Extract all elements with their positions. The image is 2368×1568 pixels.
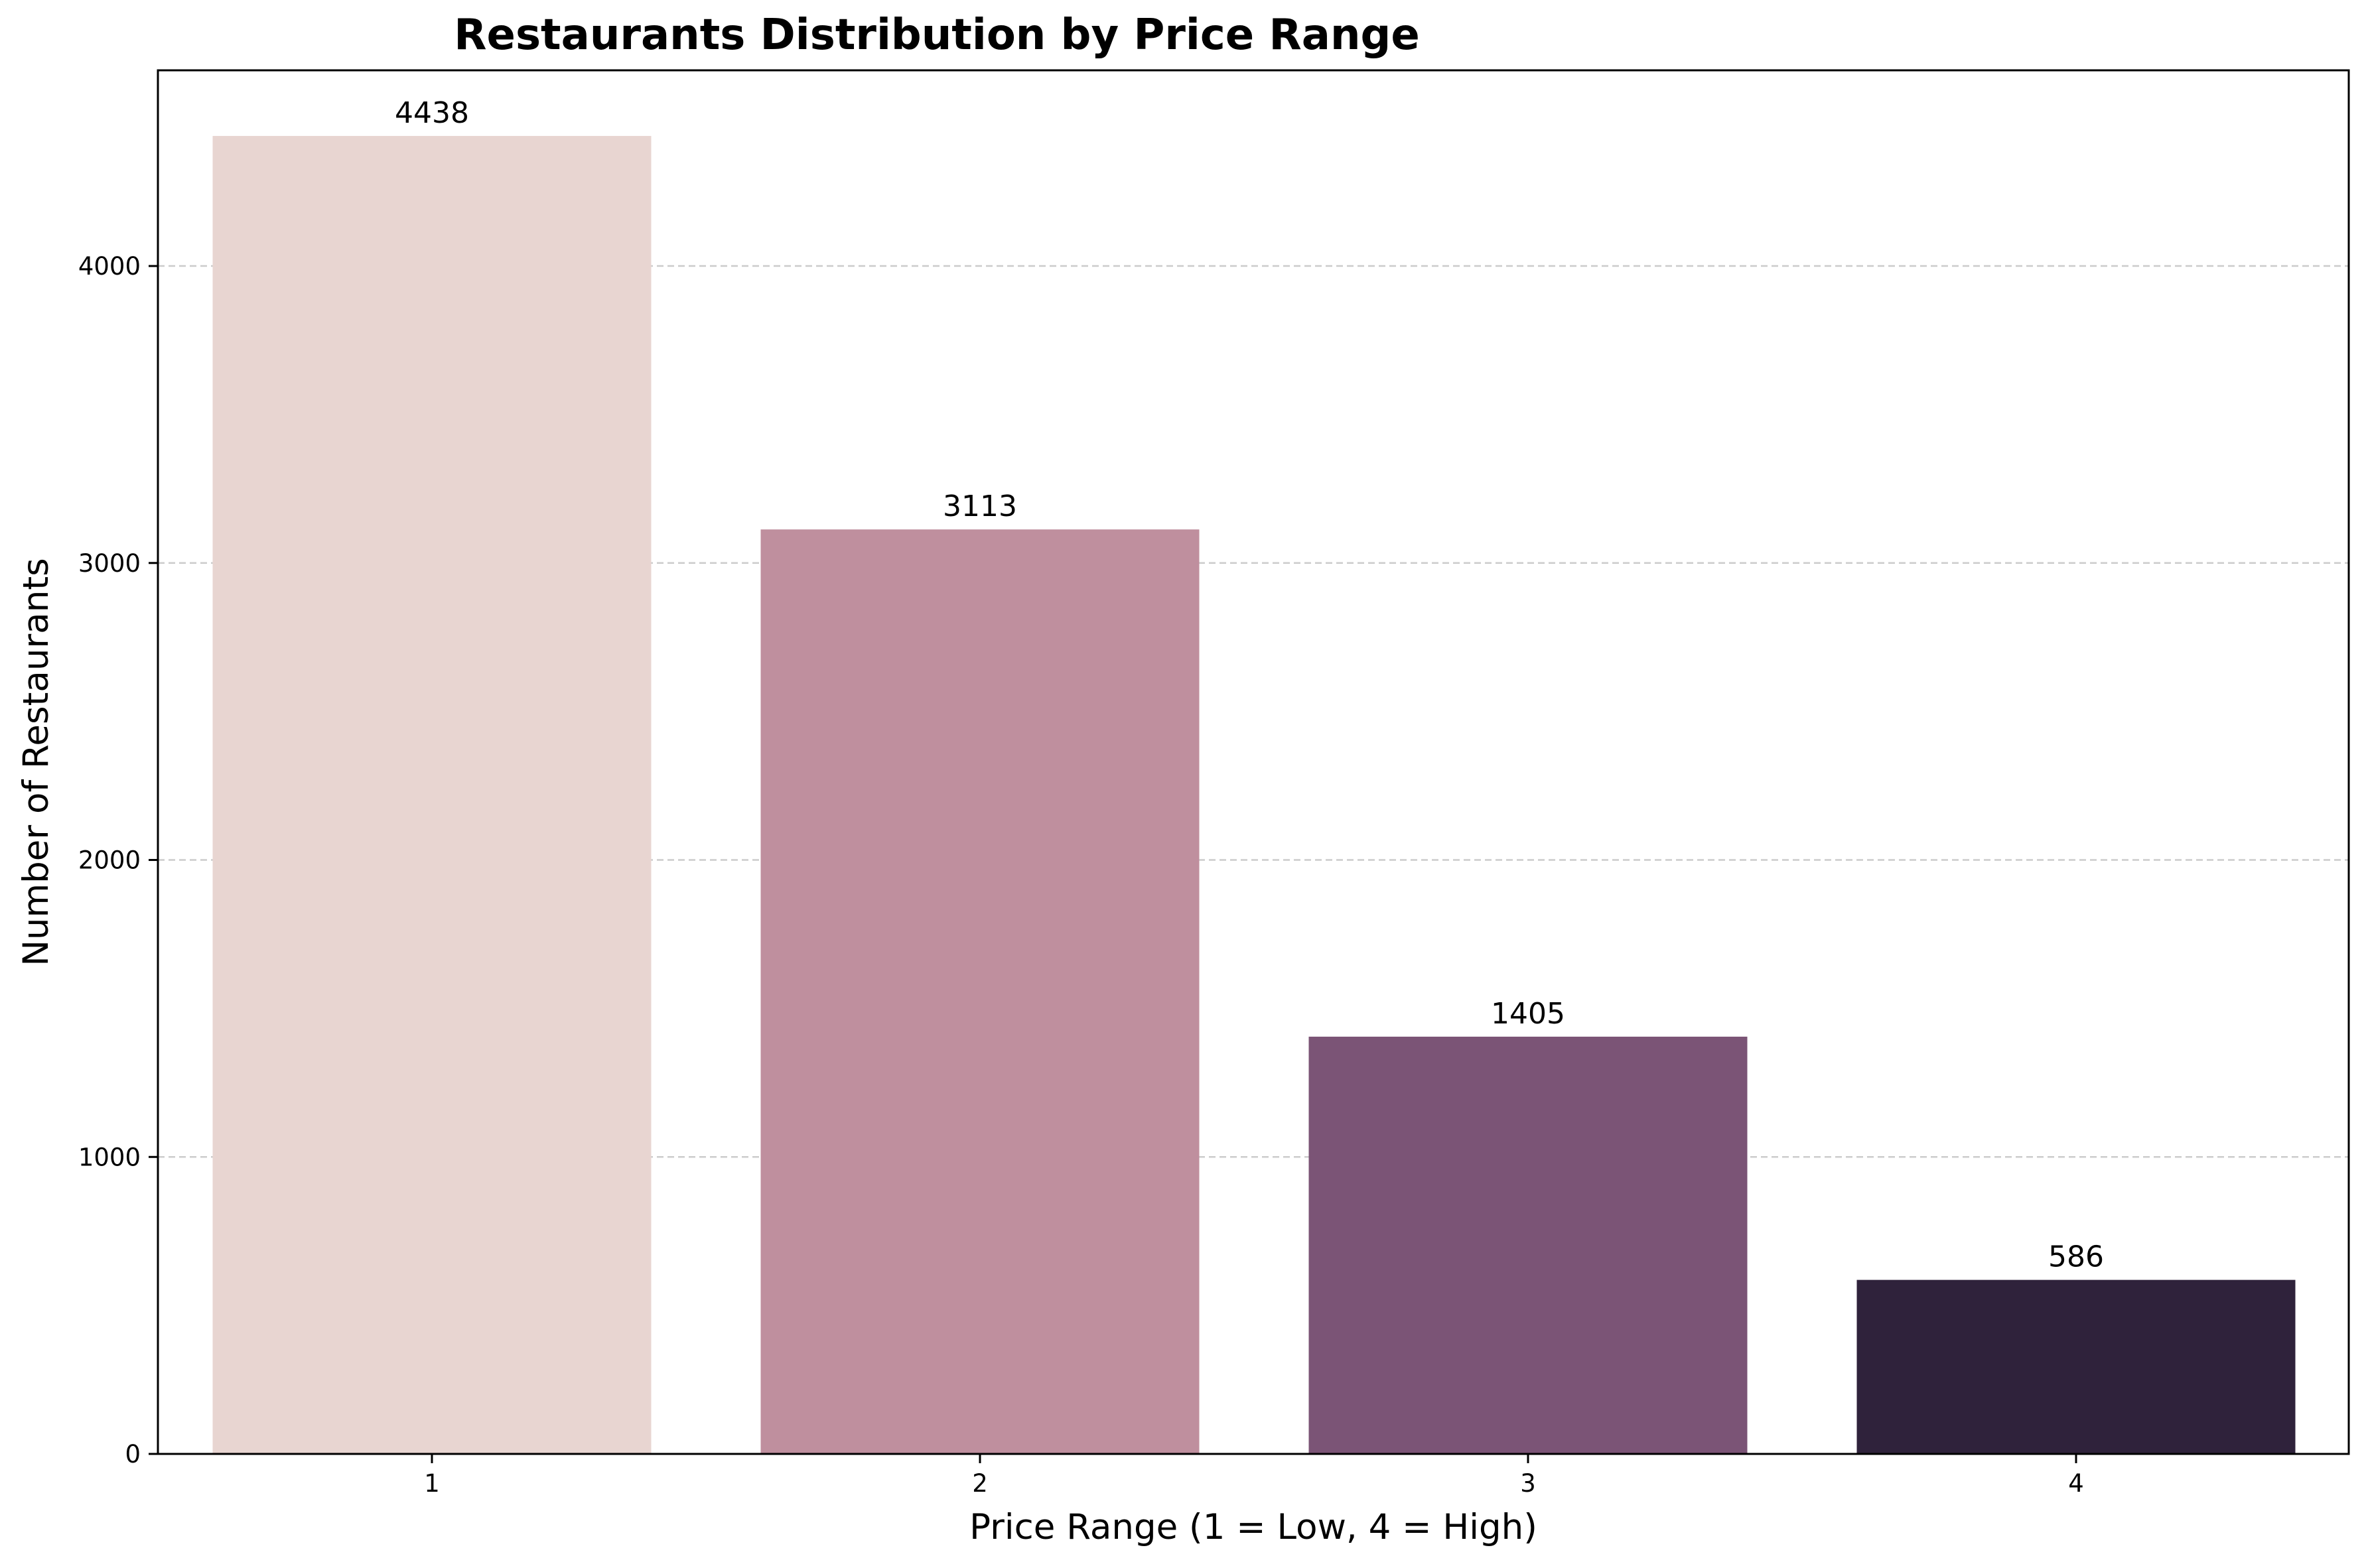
bar-value-label: 1405 [1491,997,1565,1031]
y-tick-label: 1000 [78,1143,141,1171]
x-tick-label: 3 [1520,1469,1536,1498]
bar-value-labels: 4438 3113 1405 586 [395,96,2104,1274]
y-tick-label: 2000 [78,846,141,875]
chart-title: Restaurants Distribution by Price Range [454,11,1419,60]
x-tick-label: 1 [424,1469,440,1498]
y-axis-label: Number of Restaurants [16,558,56,966]
bar-4 [1856,1279,2296,1454]
x-axis-ticks: 1 2 3 4 [424,1454,2084,1498]
y-axis-ticks: 0 1000 2000 3000 4000 [78,252,158,1469]
x-tick-label: 2 [972,1469,988,1498]
x-tick-label: 4 [2068,1469,2084,1498]
bar-value-label: 586 [2048,1240,2104,1274]
bar-1 [212,135,652,1454]
bar-2 [760,529,1200,1454]
bars [212,135,2296,1454]
bar-value-label: 4438 [395,96,469,130]
y-tick-label: 0 [125,1440,141,1469]
bar-3 [1308,1036,1748,1454]
x-axis-label: Price Range (1 = Low, 4 = High) [969,1507,1537,1547]
y-tick-label: 3000 [78,549,141,578]
plot-frame [157,69,2350,1455]
bar-value-label: 3113 [943,490,1017,523]
y-tick-label: 4000 [78,252,141,281]
